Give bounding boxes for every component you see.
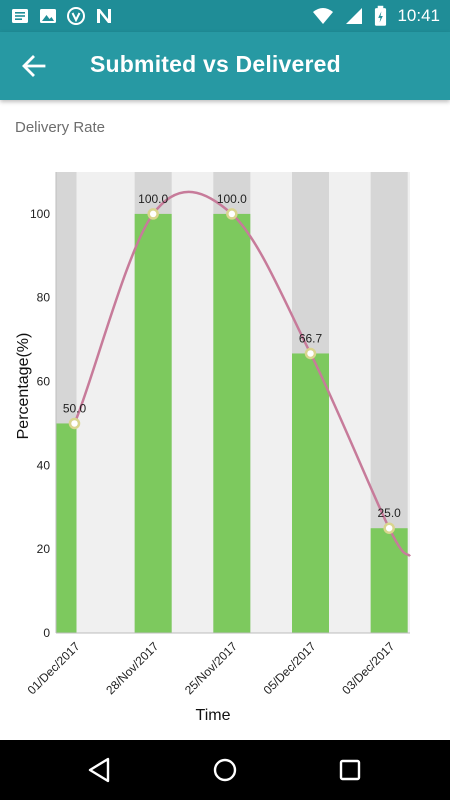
data-point bbox=[304, 347, 317, 360]
navigation-bar bbox=[0, 740, 450, 800]
bar bbox=[134, 213, 172, 633]
status-bar: 10:41 bbox=[0, 0, 450, 32]
bar bbox=[56, 423, 77, 633]
x-tick-label: 25/Nov/2017 bbox=[182, 639, 240, 697]
chart-axes bbox=[55, 172, 410, 634]
bar bbox=[213, 213, 251, 633]
value-label: 25.0 bbox=[377, 506, 401, 520]
status-left-icons bbox=[10, 6, 114, 26]
y-tick-labels: 0 20 40 60 80 100 bbox=[30, 207, 50, 640]
recents-square-icon[interactable] bbox=[334, 754, 366, 786]
x-tick-label: 03/Dec/2017 bbox=[339, 639, 397, 697]
trend-line-path bbox=[73, 190, 412, 558]
data-point bbox=[68, 417, 81, 430]
page-title: Submited vs Delivered bbox=[90, 51, 341, 77]
x-tick-labels: 01/Dec/2017 28/Nov/2017 25/Nov/2017 05/Dec/… bbox=[25, 639, 398, 697]
trend-points bbox=[68, 208, 395, 534]
y-tick-label: 80 bbox=[37, 291, 51, 305]
value-label: 100.0 bbox=[217, 192, 247, 206]
back-triangle-icon[interactable] bbox=[84, 754, 116, 786]
data-point bbox=[383, 522, 395, 534]
image-icon bbox=[40, 9, 56, 23]
y-tick-label: 0 bbox=[43, 626, 50, 640]
y-axis-label: Percentage(%) bbox=[15, 333, 32, 440]
value-label: 66.7 bbox=[299, 331, 323, 345]
x-tick-label: 01/Dec/2017 bbox=[25, 639, 83, 697]
status-time: 10:41 bbox=[397, 6, 440, 25]
chart-section-label: Delivery Rate bbox=[15, 119, 106, 136]
data-point bbox=[147, 208, 159, 220]
y-tick-label: 100 bbox=[30, 207, 50, 221]
value-labels: 50.0 100.0 100.0 66.7 25.0 bbox=[63, 192, 401, 520]
trend-line bbox=[73, 190, 412, 558]
status-right-icons: 10:41 bbox=[312, 5, 440, 27]
bar bbox=[370, 528, 408, 633]
signal-icon bbox=[346, 8, 363, 24]
wifi-icon bbox=[313, 8, 334, 24]
x-tick-label: 05/Dec/2017 bbox=[261, 639, 319, 697]
arrow-left-icon[interactable] bbox=[20, 52, 48, 80]
n-logo-icon bbox=[97, 9, 111, 23]
value-label: 100.0 bbox=[138, 192, 168, 206]
home-circle-icon[interactable] bbox=[209, 754, 241, 786]
y-tick-label: 20 bbox=[37, 542, 51, 556]
app-bar: Submited vs Delivered bbox=[0, 32, 450, 100]
x-tick-label: 28/Nov/2017 bbox=[103, 639, 161, 697]
data-point bbox=[226, 208, 238, 220]
shield-icon bbox=[67, 7, 85, 25]
value-label: 50.0 bbox=[63, 401, 87, 415]
y-tick-label: 60 bbox=[37, 375, 51, 389]
battery-icon bbox=[375, 5, 387, 26]
x-axis-label: Time bbox=[196, 707, 231, 724]
chart-bars bbox=[56, 172, 408, 633]
message-icon bbox=[12, 9, 28, 23]
delivery-rate-chart: 0 20 40 60 80 100 01/Dec/2017 28/Nov/2017 25/No… bbox=[15, 172, 412, 724]
bar bbox=[292, 353, 329, 633]
y-tick-label: 40 bbox=[37, 458, 51, 472]
